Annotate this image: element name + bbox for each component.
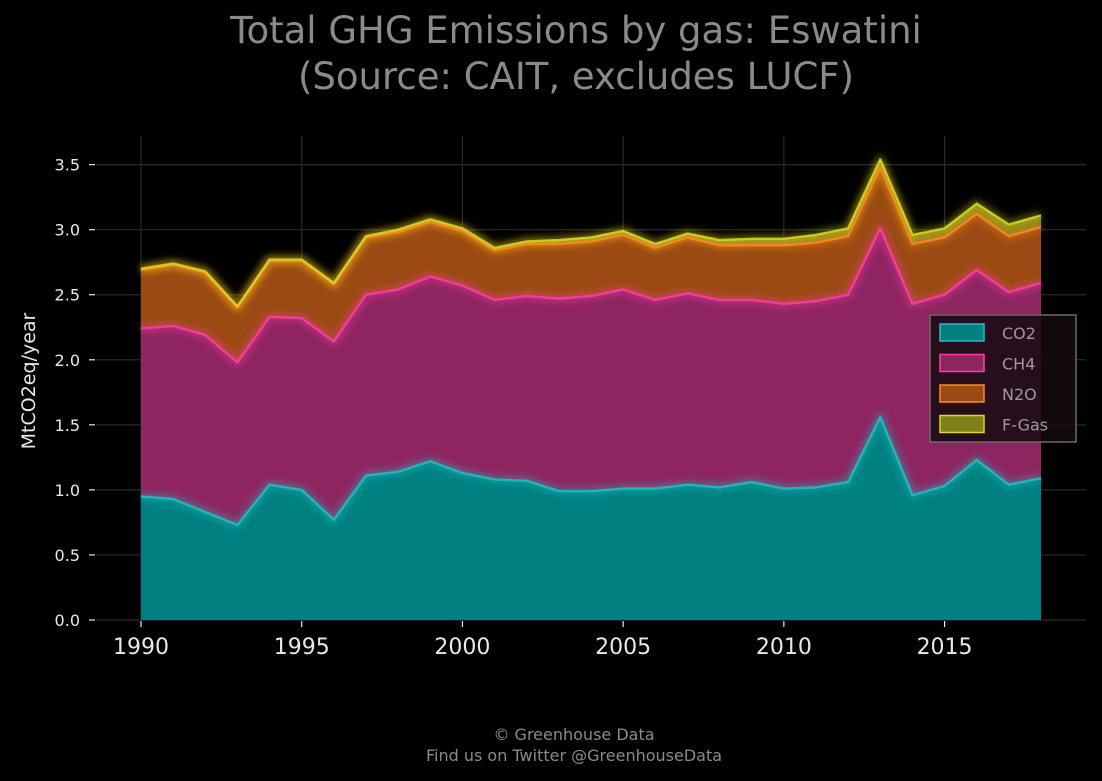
line-ch4 <box>140 227 1042 364</box>
legend-label-n2o: N2O <box>1002 385 1037 404</box>
chart-title-line-2: (Source: CAIT, excludes LUCF) <box>297 55 855 98</box>
y-tick-label: 2.0 <box>55 351 80 370</box>
series-lines <box>140 158 1042 527</box>
legend-swatch-co2 <box>939 323 985 342</box>
line-n2o <box>140 166 1042 309</box>
y-tick-label: 1.0 <box>55 481 80 500</box>
x-tick-label: 1995 <box>274 635 330 660</box>
line-f-gas <box>140 158 1042 308</box>
copyright-text: © Greenhouse Data <box>493 725 655 744</box>
y-tick-label: 0.5 <box>55 546 80 565</box>
axes: 0.0 0.5 1.0 1.5 2.0 2.5 3.0 3.5 1990 1995 2000 2005… <box>55 156 973 660</box>
legend: CO2 CH4 N2O F-Gas <box>929 314 1077 443</box>
x-tick-label: 2005 <box>595 635 651 660</box>
x-tick-label: 1990 <box>113 635 169 660</box>
chart-title: Total GHG Emissions by gas: Eswatini (So… <box>0 8 1102 100</box>
area-n2o <box>141 167 1041 363</box>
legend-swatch-ch4 <box>939 353 985 373</box>
x-tick-label: 2010 <box>756 635 812 660</box>
y-tick-label: 3.5 <box>55 156 80 175</box>
y-tick-label: 0.0 <box>55 611 80 630</box>
y-tick-label: 1.5 <box>55 416 80 435</box>
area-co2 <box>141 417 1041 620</box>
legend-swatch-n2o <box>939 384 985 403</box>
legend-label-ch4: CH4 <box>1002 355 1035 374</box>
x-tick-label: 2015 <box>917 635 973 660</box>
y-tick-label: 3.0 <box>55 221 80 240</box>
legend-label-f-gas: F-Gas <box>1002 416 1048 435</box>
x-tick-label: 2000 <box>434 635 490 660</box>
y-axis-label: MtCO2eq/year <box>18 312 40 449</box>
chart-title-line-1: Total GHG Emissions by gas: Eswatini <box>230 9 922 52</box>
legend-swatch-f-gas <box>939 414 985 434</box>
legend-label-co2: CO2 <box>1002 324 1036 343</box>
y-tick-label: 2.5 <box>55 286 80 305</box>
footer: © Greenhouse Data Find us on Twitter @Gr… <box>0 724 1102 766</box>
twitter-credit: Find us on Twitter @GreenhouseData <box>425 746 723 765</box>
line-co2 <box>140 415 1042 527</box>
